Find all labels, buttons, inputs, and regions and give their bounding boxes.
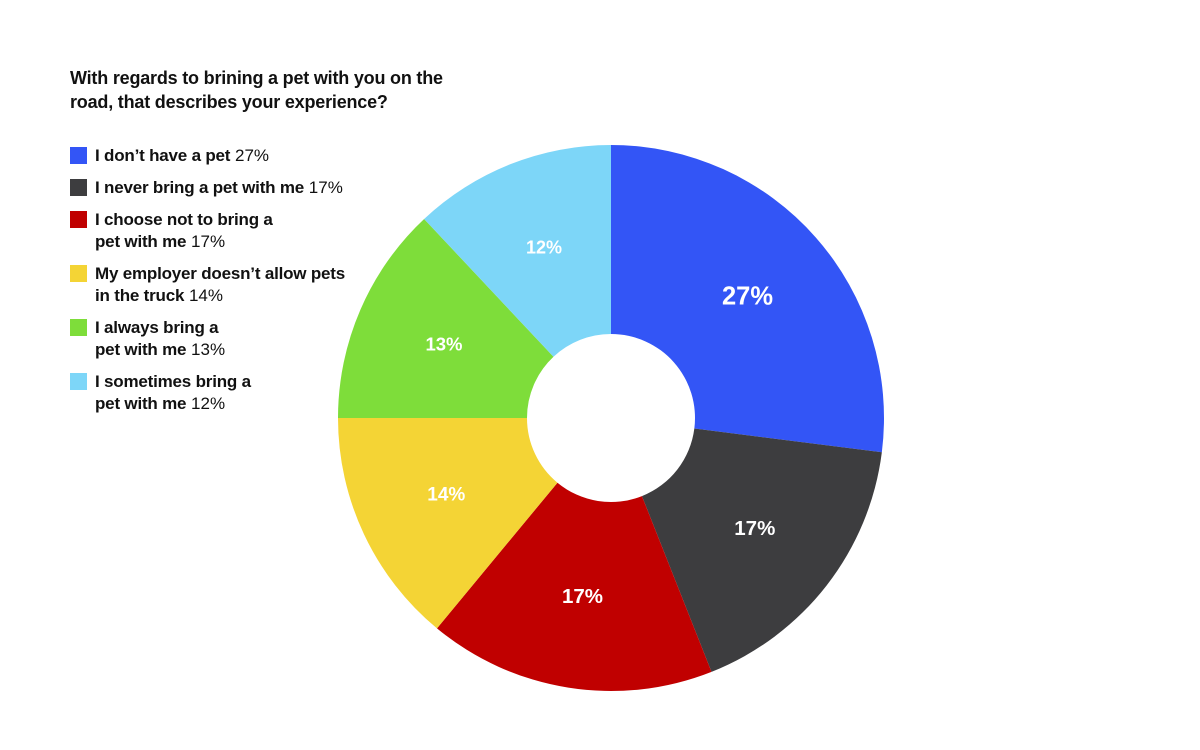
legend-item: I sometimes bring a pet with me 12% bbox=[70, 371, 345, 415]
legend-name: I choose not to bring a pet with me bbox=[95, 210, 273, 251]
legend-item: I don’t have a pet 27% bbox=[70, 145, 345, 167]
legend-text: My employer doesn’t allow pets in the tr… bbox=[95, 263, 345, 307]
legend-value: 14% bbox=[188, 286, 223, 305]
legend-name: I always bring a pet with me bbox=[95, 318, 219, 359]
donut-slice bbox=[436, 482, 712, 691]
donut-slice bbox=[424, 145, 611, 357]
donut-slice bbox=[338, 418, 558, 629]
legend-name: I never bring a pet with me bbox=[95, 178, 305, 197]
legend-swatch bbox=[70, 179, 87, 196]
legend-value: 17% bbox=[308, 178, 343, 197]
legend-item: I choose not to bring a pet with me 17% bbox=[70, 209, 345, 253]
slice-label: 14% bbox=[427, 485, 465, 506]
legend-item: I always bring a pet with me 13% bbox=[70, 317, 345, 361]
slice-label: 17% bbox=[562, 585, 603, 608]
legend-text: I choose not to bring a pet with me 17% bbox=[95, 209, 300, 253]
legend-name: I don’t have a pet bbox=[95, 146, 231, 165]
slice-label: 17% bbox=[734, 517, 775, 540]
donut-slice bbox=[641, 428, 882, 672]
donut-slice bbox=[338, 218, 554, 418]
legend-value: 27% bbox=[235, 146, 270, 165]
legend-swatch bbox=[70, 319, 87, 336]
legend-swatch bbox=[70, 373, 87, 390]
legend-swatch bbox=[70, 147, 87, 164]
donut-slice bbox=[611, 145, 884, 453]
chart-title: With regards to brining a pet with you o… bbox=[70, 68, 443, 112]
legend-value: 13% bbox=[191, 340, 226, 359]
legend-text: I don’t have a pet 27% bbox=[95, 145, 269, 167]
legend-name: My employer doesn’t allow pets in the tr… bbox=[95, 264, 346, 305]
slice-label: 27% bbox=[722, 282, 773, 310]
legend-swatch bbox=[70, 211, 87, 228]
legend-value: 17% bbox=[191, 232, 226, 251]
slice-label: 13% bbox=[425, 334, 462, 355]
legend-value: 12% bbox=[191, 394, 226, 413]
legend-item: My employer doesn’t allow pets in the tr… bbox=[70, 263, 345, 307]
legend-swatch bbox=[70, 265, 87, 282]
legend: I don’t have a pet 27% I never bring a pe… bbox=[70, 145, 345, 415]
slice-label: 12% bbox=[526, 238, 562, 258]
legend-name: I sometimes bring a pet with me bbox=[95, 372, 251, 413]
legend-text: I never bring a pet with me 17% bbox=[95, 177, 343, 199]
legend-text: I sometimes bring a pet with me 12% bbox=[95, 371, 277, 415]
legend-text: I always bring a pet with me 13% bbox=[95, 317, 240, 361]
legend-item: I never bring a pet with me 17% bbox=[70, 177, 345, 199]
